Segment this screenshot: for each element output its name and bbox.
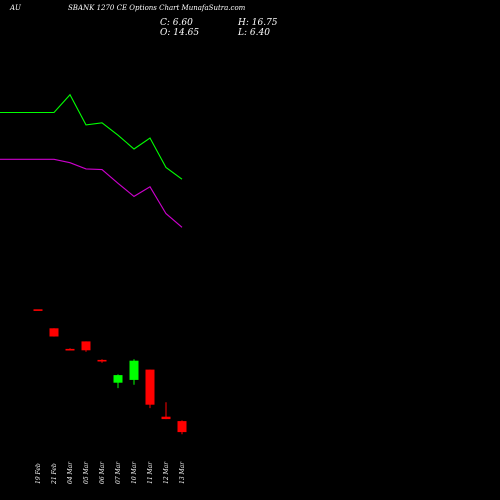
x-tick-label: 07 Mar [115,461,122,484]
x-tick-label: 04 Mar [67,461,74,484]
indicator-lines [0,93,183,228]
low-value: 6.40 [249,28,270,38]
open-label: O: [160,28,171,38]
close-readout: C: 6.60 [160,18,193,28]
lower-band-line [0,158,183,228]
open-readout: O: 14.65 [160,28,199,38]
open-value: 14.65 [173,28,200,38]
high-label: H: [238,18,249,28]
x-tick-label: 19 Feb [35,463,42,484]
high-value: 16.75 [251,18,278,28]
candle-body [129,360,139,380]
candle [113,374,123,389]
close-value: 6.60 [172,18,193,28]
candles [33,309,187,435]
candle [33,309,43,311]
candle-body [177,421,187,433]
candle [81,341,91,352]
high-readout: H: 16.75 [238,18,278,28]
x-tick-label: 05 Mar [83,461,90,484]
upper-band-line [0,93,183,180]
candle [177,420,187,435]
candle [49,328,59,337]
candle-body [97,359,107,362]
candle-body [161,416,171,420]
candle-body [81,341,91,351]
x-tick-label: 06 Mar [99,461,106,484]
candle [65,348,75,351]
x-tick-label: 21 Feb [51,463,58,485]
x-tick-label: 12 Mar [163,461,170,484]
x-tick-label: 13 Mar [179,461,186,484]
candle-body [145,369,155,405]
x-tick-label: 11 Mar [147,461,154,484]
chart-title: SBANK 1270 CE Options Chart MunafaSutra.… [68,4,246,12]
x-tick-label: 10 Mar [131,461,138,484]
x-axis-labels: 19 Feb 21 Feb 04 Mar 05 Mar 06 Mar 07 Mar 10 M… [35,461,186,485]
candle-body [49,328,59,337]
candle [129,359,139,385]
candle [161,402,171,420]
candle-body [113,375,123,383]
candle [145,369,155,409]
low-label: L: [238,28,248,38]
candle [97,359,107,363]
close-label: C: [160,18,170,28]
candle-body [33,309,43,311]
ticker-label: AU [10,4,21,12]
candle-body [65,348,75,351]
low-readout: L: 6.40 [238,28,270,38]
